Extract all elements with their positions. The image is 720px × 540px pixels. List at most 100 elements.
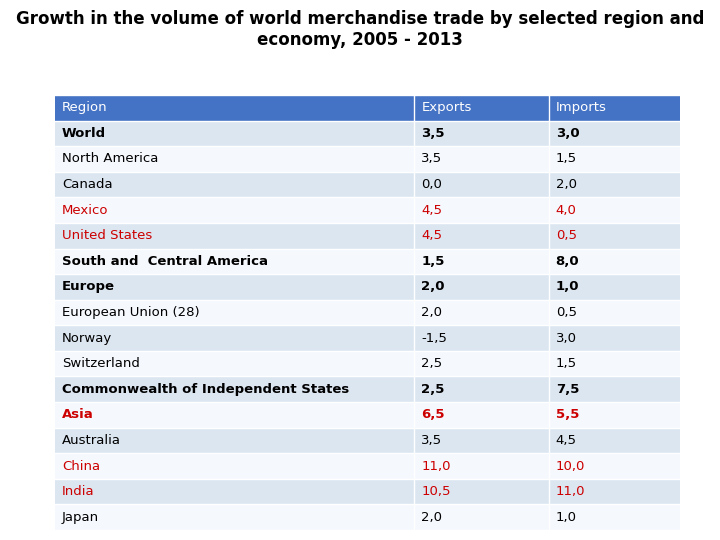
- Bar: [55, 504, 415, 530]
- Bar: [415, 376, 549, 402]
- Text: Mexico: Mexico: [62, 204, 109, 217]
- Text: 4,5: 4,5: [421, 230, 442, 242]
- Bar: [55, 325, 415, 351]
- Bar: [415, 428, 549, 453]
- Bar: [55, 172, 415, 197]
- Text: 3,0: 3,0: [556, 332, 577, 345]
- Text: 0,0: 0,0: [421, 178, 442, 191]
- Bar: [415, 172, 549, 197]
- Text: Canada: Canada: [62, 178, 112, 191]
- Text: 3,0: 3,0: [556, 127, 580, 140]
- Text: 7,5: 7,5: [556, 383, 579, 396]
- Text: United States: United States: [62, 230, 152, 242]
- Text: 4,5: 4,5: [421, 204, 442, 217]
- Bar: [55, 223, 415, 248]
- Bar: [549, 120, 680, 146]
- Text: Region: Region: [62, 102, 107, 114]
- Bar: [55, 428, 415, 453]
- Bar: [55, 479, 415, 504]
- Text: 3,5: 3,5: [421, 152, 443, 165]
- Bar: [549, 428, 680, 453]
- Text: Switzerland: Switzerland: [62, 357, 140, 370]
- Text: 11,0: 11,0: [421, 460, 451, 472]
- Bar: [415, 274, 549, 300]
- Text: South and  Central America: South and Central America: [62, 255, 268, 268]
- Text: 4,5: 4,5: [556, 434, 577, 447]
- Text: Exports: Exports: [421, 102, 472, 114]
- Text: World: World: [62, 127, 106, 140]
- Bar: [55, 146, 415, 172]
- Bar: [55, 300, 415, 325]
- Text: 10,5: 10,5: [421, 485, 451, 498]
- Bar: [549, 146, 680, 172]
- Bar: [55, 120, 415, 146]
- Bar: [549, 376, 680, 402]
- Text: 11,0: 11,0: [556, 485, 585, 498]
- Bar: [415, 504, 549, 530]
- Text: 1,5: 1,5: [421, 255, 445, 268]
- Text: -1,5: -1,5: [421, 332, 447, 345]
- Text: North America: North America: [62, 152, 158, 165]
- Bar: [55, 274, 415, 300]
- Text: Japan: Japan: [62, 511, 99, 524]
- Text: European Union (28): European Union (28): [62, 306, 199, 319]
- Bar: [415, 197, 549, 223]
- Bar: [415, 248, 549, 274]
- Bar: [549, 325, 680, 351]
- Bar: [549, 504, 680, 530]
- Text: Asia: Asia: [62, 408, 94, 421]
- Bar: [55, 402, 415, 428]
- Bar: [549, 274, 680, 300]
- Bar: [415, 146, 549, 172]
- Bar: [55, 197, 415, 223]
- Text: Commonwealth of Independent States: Commonwealth of Independent States: [62, 383, 349, 396]
- Text: 0,5: 0,5: [556, 306, 577, 319]
- Bar: [415, 453, 549, 479]
- Text: 10,0: 10,0: [556, 460, 585, 472]
- Text: Norway: Norway: [62, 332, 112, 345]
- Bar: [415, 402, 549, 428]
- Text: 1,5: 1,5: [556, 152, 577, 165]
- Bar: [549, 402, 680, 428]
- Text: 0,5: 0,5: [556, 230, 577, 242]
- Text: 3,5: 3,5: [421, 434, 443, 447]
- Text: 2,0: 2,0: [421, 511, 442, 524]
- Bar: [415, 120, 549, 146]
- Text: Europe: Europe: [62, 280, 115, 293]
- Bar: [55, 351, 415, 376]
- Bar: [549, 197, 680, 223]
- Text: Growth in the volume of world merchandise trade by selected region and
economy, : Growth in the volume of world merchandis…: [16, 10, 704, 49]
- Text: 4,0: 4,0: [556, 204, 577, 217]
- Text: 2,0: 2,0: [421, 280, 445, 293]
- Text: 2,0: 2,0: [556, 178, 577, 191]
- Bar: [55, 95, 415, 120]
- Bar: [549, 453, 680, 479]
- Text: India: India: [62, 485, 94, 498]
- Bar: [549, 479, 680, 504]
- Bar: [549, 223, 680, 248]
- Bar: [415, 351, 549, 376]
- Bar: [549, 172, 680, 197]
- Text: Imports: Imports: [556, 102, 607, 114]
- Text: 2,0: 2,0: [421, 306, 442, 319]
- Bar: [415, 300, 549, 325]
- Bar: [415, 325, 549, 351]
- Bar: [55, 376, 415, 402]
- Bar: [55, 453, 415, 479]
- Text: 1,5: 1,5: [556, 357, 577, 370]
- Text: 3,5: 3,5: [421, 127, 445, 140]
- Text: 2,5: 2,5: [421, 357, 443, 370]
- Bar: [549, 248, 680, 274]
- Bar: [549, 351, 680, 376]
- Text: 6,5: 6,5: [421, 408, 445, 421]
- Text: 1,0: 1,0: [556, 280, 580, 293]
- Text: Australia: Australia: [62, 434, 121, 447]
- Bar: [415, 223, 549, 248]
- Bar: [549, 300, 680, 325]
- Bar: [549, 95, 680, 120]
- Bar: [415, 479, 549, 504]
- Text: 1,0: 1,0: [556, 511, 577, 524]
- Text: 2,5: 2,5: [421, 383, 445, 396]
- Bar: [55, 248, 415, 274]
- Text: 5,5: 5,5: [556, 408, 579, 421]
